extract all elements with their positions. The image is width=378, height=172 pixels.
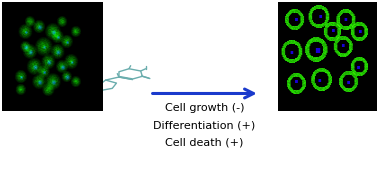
Text: Cell death (+): Cell death (+) bbox=[166, 137, 244, 147]
Text: Cell growth (-): Cell growth (-) bbox=[165, 103, 244, 113]
Text: Differentiation (+): Differentiation (+) bbox=[153, 120, 256, 130]
